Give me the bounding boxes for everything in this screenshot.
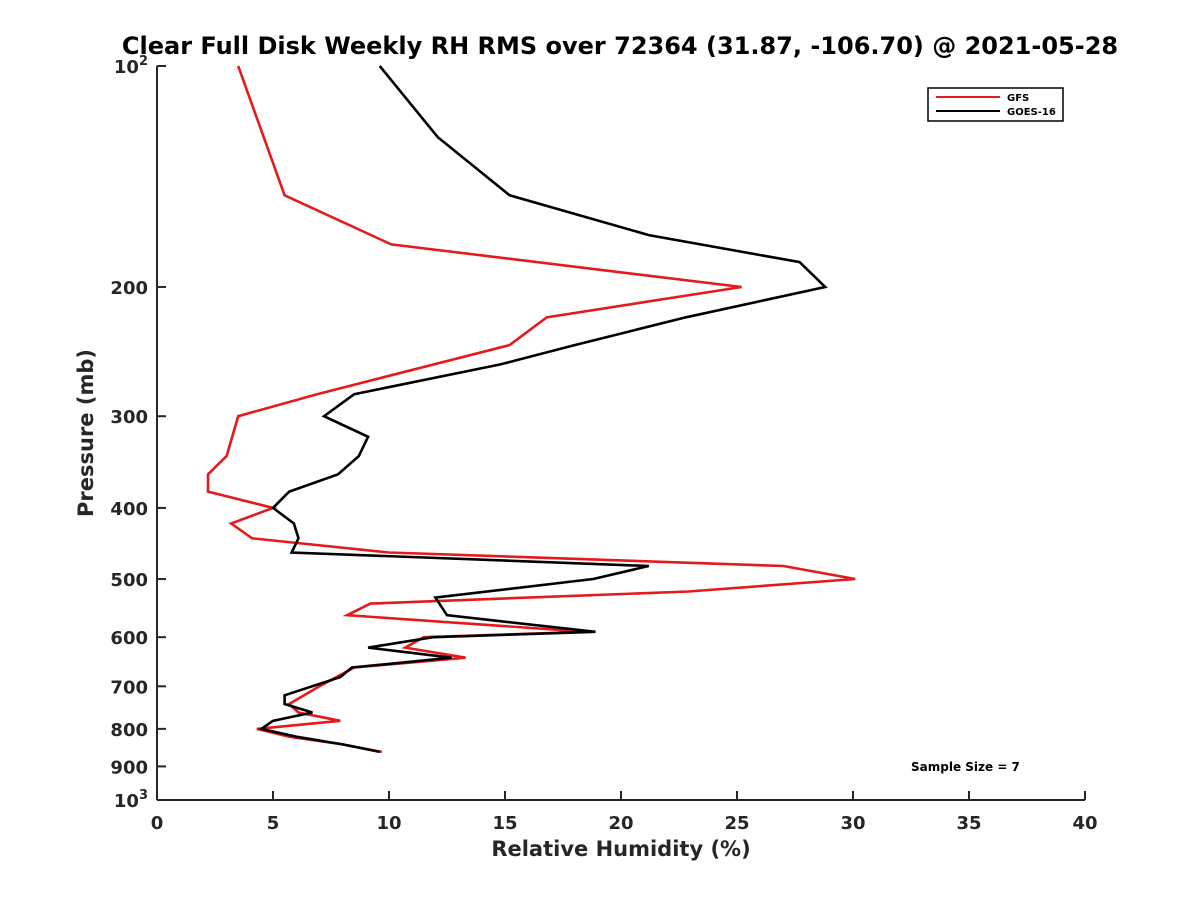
legend-label-goes16: GOES-16	[1007, 107, 1056, 118]
legend-box	[927, 87, 1064, 122]
series-line-gfs	[206, 65, 856, 754]
x-tick-label: 25	[724, 813, 749, 834]
axes-frame	[156, 66, 1085, 801]
series-line-goes16	[258, 65, 828, 754]
x-tick-label: 10	[376, 813, 401, 834]
x-axis-ticks: 0 5 10 15 20 25 30 35 40	[151, 791, 1098, 834]
y-tick-label: 800	[110, 720, 148, 741]
y-tick-label: 600	[110, 628, 148, 649]
sample-size-annotation: Sample Size = 7	[911, 760, 1020, 774]
x-tick-label: 5	[267, 813, 280, 834]
chart-title: Clear Full Disk Weekly RH RMS over 72364…	[122, 32, 1118, 60]
y-tick-label: 700	[110, 677, 148, 698]
y-tick-label: 400	[110, 499, 148, 520]
x-tick-label: 15	[492, 813, 517, 834]
y-tick-label: 900	[110, 757, 148, 778]
y-tick-label: 102	[114, 54, 148, 78]
y-tick-label: 300	[110, 407, 148, 428]
legend-label-gfs: GFS	[1007, 93, 1029, 104]
legend: GFS GOES-16	[927, 87, 1064, 122]
x-tick-label: 20	[608, 813, 633, 834]
y-axis-ticks: 102 200 300 400 500 600 700 800 900 103	[110, 54, 166, 812]
y-tick-label: 200	[110, 278, 148, 299]
series-layer	[206, 65, 856, 754]
x-tick-label: 0	[151, 813, 164, 834]
y-tick-label: 103	[114, 788, 148, 812]
x-axis-label: Relative Humidity (%)	[491, 837, 750, 861]
x-tick-label: 40	[1072, 813, 1097, 834]
y-axis-label: Pressure (mb)	[74, 349, 98, 517]
x-tick-label: 35	[956, 813, 981, 834]
y-tick-label: 500	[110, 570, 148, 591]
x-tick-label: 30	[840, 813, 865, 834]
